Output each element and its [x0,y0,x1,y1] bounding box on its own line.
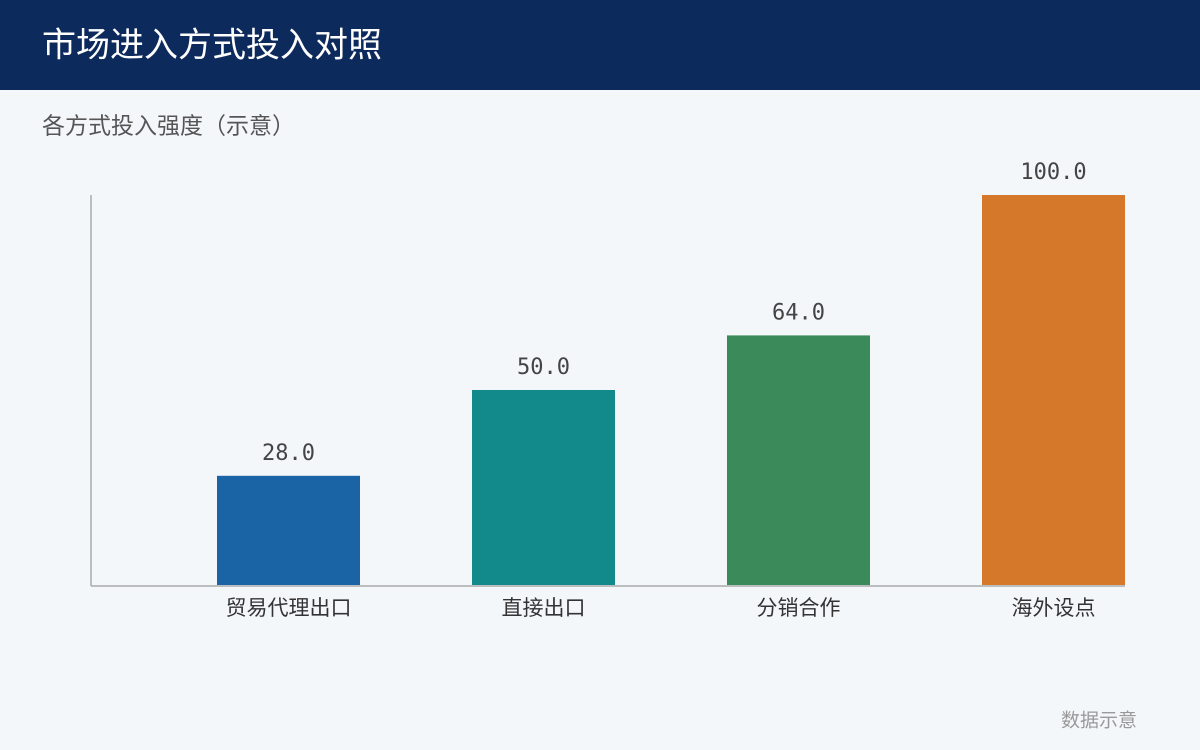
bar [217,475,360,585]
bar [727,335,870,585]
value-label: 50.0 [517,355,570,380]
chart-title: 各方式投入强度（示意） [42,114,295,140]
x-tick-label: 海外设点 [1012,596,1096,620]
value-label: 28.0 [262,441,315,466]
bar [982,195,1125,585]
x-tick-label: 贸易代理出口 [226,596,352,620]
value-label: 64.0 [772,300,825,325]
header-bar [0,0,1200,90]
page-title: 市场进入方式投入对照 [42,26,382,66]
bar [472,390,615,585]
footer-note: 数据示意 [1061,710,1137,732]
x-tick-label: 分销合作 [757,596,841,620]
x-tick-label: 直接出口 [502,596,586,620]
value-label: 100.0 [1020,160,1086,185]
